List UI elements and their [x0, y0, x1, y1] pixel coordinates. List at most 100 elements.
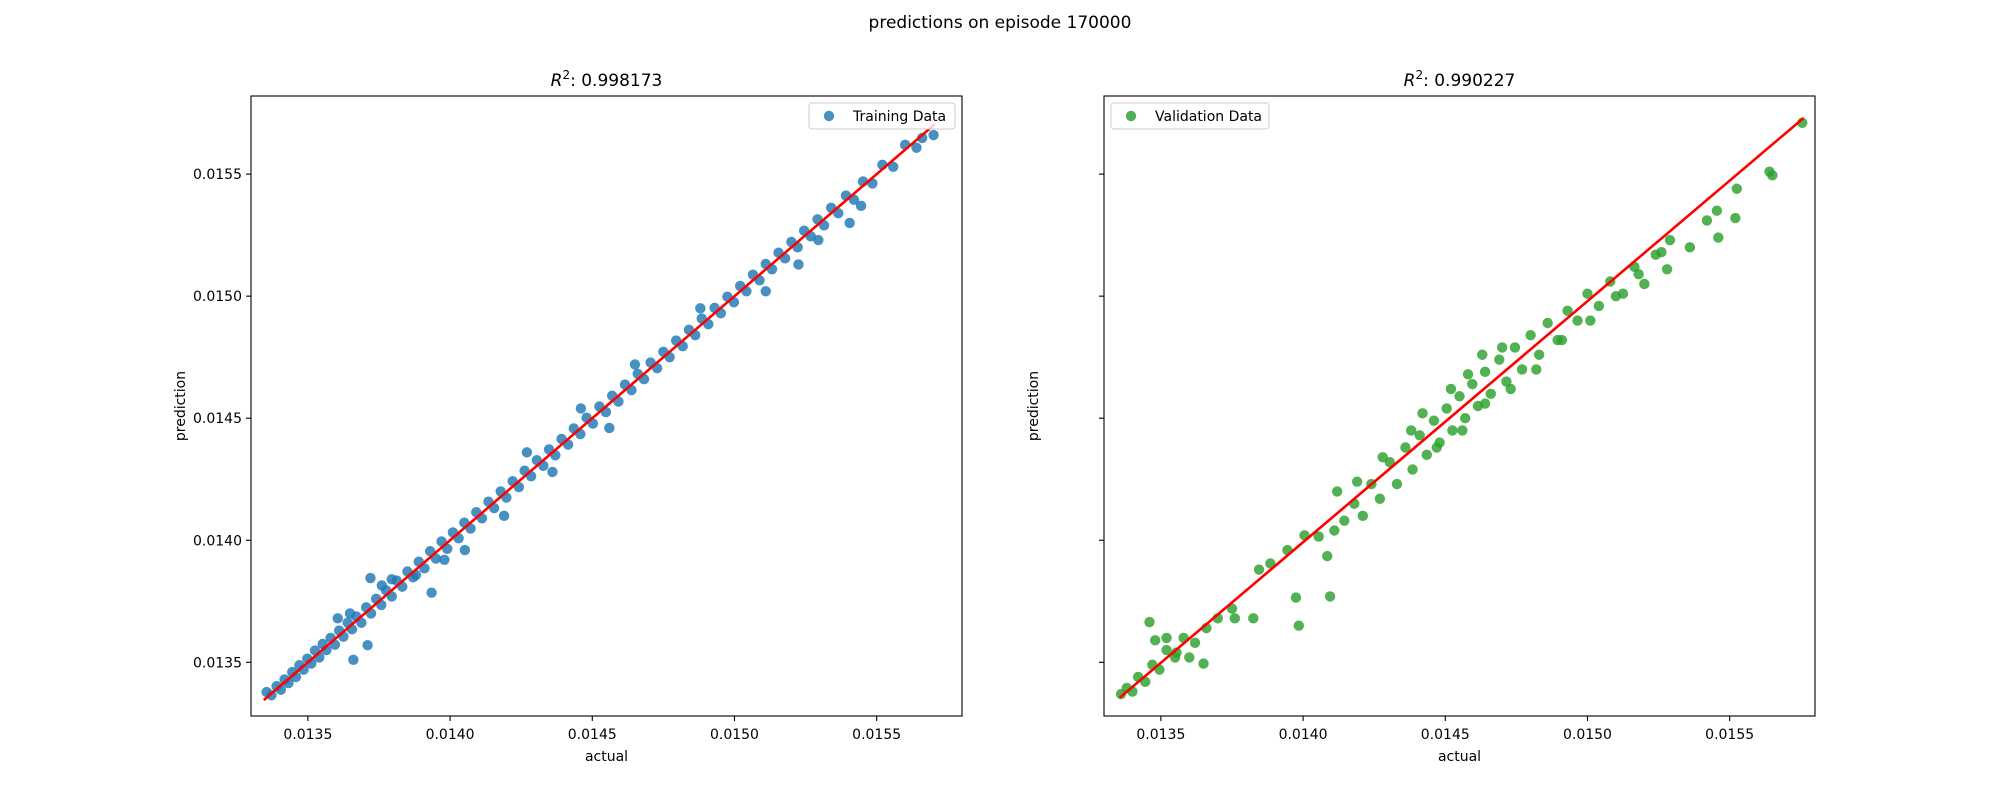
scatter-point — [1582, 288, 1593, 299]
legend: Training Data — [808, 102, 956, 130]
scatter-point — [365, 572, 376, 584]
scatter-point — [1494, 354, 1505, 365]
x-tick-label: 0.0155 — [852, 727, 901, 743]
scatter-point — [348, 654, 359, 666]
x-tick-label: 0.0140 — [1279, 727, 1328, 743]
scatter-point — [1441, 403, 1452, 414]
y-tick-label: 0.0155 — [193, 167, 242, 183]
scatter-point — [1479, 398, 1491, 409]
scatter-points — [261, 123, 939, 702]
plot-title-value: : 0.998173 — [570, 71, 662, 91]
scatter-point — [362, 640, 373, 651]
scatter-point — [1293, 620, 1305, 631]
scatter-point — [426, 587, 437, 598]
scatter-point — [1414, 430, 1425, 441]
scatter-point — [459, 544, 471, 556]
scatter-point — [1445, 383, 1457, 395]
scatter-point — [1313, 531, 1324, 542]
x-tick-label: 0.0145 — [568, 727, 617, 743]
scatter-point — [1391, 478, 1403, 490]
scatter-point — [1161, 644, 1172, 656]
plot-title-prefix: R — [1404, 71, 1416, 91]
scatter-point — [575, 403, 587, 414]
legend-label: Training Data — [852, 109, 946, 125]
scatter-point — [1377, 452, 1388, 463]
scatter-point — [911, 142, 922, 153]
scatter-point — [1684, 242, 1696, 253]
scatter-point — [1661, 264, 1673, 275]
scatter-point — [1198, 658, 1209, 669]
y-tick-label: 0.0135 — [193, 655, 242, 671]
scatter-point — [547, 466, 558, 478]
scatter-point — [1593, 300, 1605, 312]
scatter-point — [1639, 278, 1650, 290]
scatter-point — [695, 303, 706, 314]
scatter-point — [1711, 205, 1723, 216]
axes-frame — [1103, 95, 1816, 717]
scatter-point — [1496, 342, 1508, 353]
scatter-point — [1329, 525, 1340, 536]
scatter-point — [916, 132, 928, 144]
scatter-point — [521, 447, 533, 458]
scatter-point — [332, 613, 343, 624]
x-tick-label: 0.0150 — [1563, 727, 1612, 743]
scatter-point — [1149, 635, 1161, 646]
scatter-point — [1324, 591, 1336, 602]
scatter-point — [439, 554, 450, 565]
scatter-point — [1572, 315, 1583, 326]
legend-marker — [1125, 110, 1137, 122]
x-tick-label: 0.0140 — [426, 727, 475, 743]
scatter-point — [1485, 388, 1496, 399]
scatter-point — [1339, 515, 1350, 526]
scatter-point — [1457, 425, 1468, 436]
y-tick-label: 0.0140 — [193, 533, 242, 549]
figure-suptitle: predictions on episode 170000 — [869, 13, 1132, 33]
x-tick-label: 0.0145 — [1421, 727, 1470, 743]
scatter-point — [1701, 215, 1713, 226]
legend-marker — [823, 110, 835, 122]
scatter-point — [1290, 592, 1302, 603]
scatter-point — [1467, 378, 1478, 390]
scatter-point — [1357, 510, 1369, 522]
legend-label: Validation Data — [1155, 109, 1262, 125]
scatter-point — [1509, 342, 1521, 353]
scatter-point — [1374, 493, 1386, 504]
scatter-point — [887, 161, 899, 172]
plot-title: R2: 0.990227 — [1404, 68, 1516, 91]
x-axis-label: actual — [585, 749, 628, 765]
scatter-points — [1115, 116, 1808, 700]
scatter-point — [1428, 415, 1440, 426]
scatter-point — [1477, 349, 1488, 360]
scatter-point — [1633, 268, 1644, 280]
scatter-point — [629, 359, 641, 370]
training-scatter-plot: R2: 0.998173 0.0135 0.0140 0.0145 0.0150 0.01… — [173, 68, 963, 765]
fit-line — [262, 123, 936, 702]
y-axis-label: prediction — [173, 371, 189, 441]
scatter-point — [760, 286, 771, 297]
scatter-point — [1161, 632, 1172, 644]
scatter-point — [1556, 334, 1568, 346]
scatter-point — [1531, 364, 1542, 375]
x-tick-label: 0.0135 — [1136, 727, 1185, 743]
scatter-point — [386, 574, 397, 585]
x-tick-label: 0.0150 — [710, 727, 759, 743]
plot-title-value: : 0.990227 — [1423, 71, 1515, 91]
scatter-point — [1562, 305, 1573, 316]
scatter-point — [376, 580, 388, 591]
scatter-point — [604, 422, 615, 434]
scatter-point — [928, 129, 939, 141]
scatter-point — [1248, 613, 1259, 624]
x-axis-label: actual — [1438, 749, 1481, 765]
scatter-point — [1417, 408, 1428, 419]
plot-title-superscript: 2 — [1415, 68, 1423, 82]
plot-title: R2: 0.998173 — [551, 68, 663, 91]
scatter-point — [793, 259, 804, 270]
scatter-point — [1664, 234, 1676, 246]
scatter-point — [1731, 183, 1742, 194]
validation-scatter-plot: R2: 0.990227 0.0135 0.0140 0.0145 0.0150 0.01… — [1026, 68, 1816, 765]
scatter-point — [1447, 425, 1458, 436]
plot-title-superscript: 2 — [562, 68, 570, 82]
scatter-point — [1253, 564, 1265, 575]
